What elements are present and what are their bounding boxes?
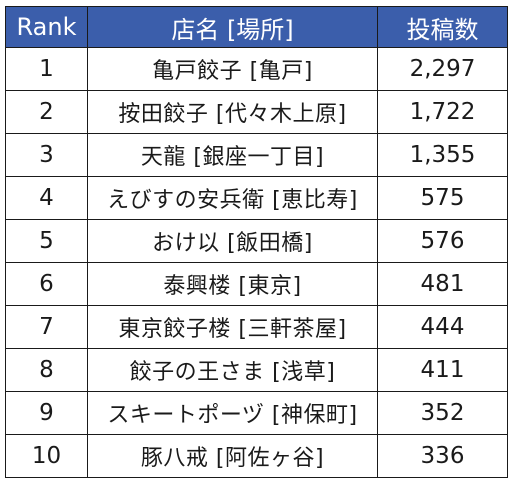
table-body: 1 亀戸餃子 [亀戸] 2,297 2 按田餃子 [代々木上原] 1,722 3…	[5, 47, 508, 478]
rank-cell: 4	[5, 176, 88, 220]
rank-cell: 7	[5, 305, 88, 349]
count-cell: 352	[377, 391, 508, 435]
table-row: 9 スキートポーヅ [神保町] 352	[5, 391, 508, 435]
rank-cell: 9	[5, 391, 88, 435]
table-row: 1 亀戸餃子 [亀戸] 2,297	[5, 47, 508, 91]
shop-cell: おけ以 [飯田橋]	[87, 219, 378, 263]
rank-cell: 8	[5, 348, 88, 392]
count-cell: 411	[377, 348, 508, 392]
table-header: Rank 店名 [場所] 投稿数	[5, 6, 508, 48]
header-row: Rank 店名 [場所] 投稿数	[5, 6, 508, 48]
table-row: 4 えびすの安兵衛 [恵比寿] 575	[5, 176, 508, 220]
count-cell: 444	[377, 305, 508, 349]
table-row: 10 豚八戒 [阿佐ヶ谷] 336	[5, 434, 508, 478]
table-row: 8 餃子の王さま [浅草] 411	[5, 348, 508, 392]
shop-cell: 豚八戒 [阿佐ヶ谷]	[87, 434, 378, 478]
count-cell: 2,297	[377, 47, 508, 91]
count-cell: 1,355	[377, 133, 508, 177]
table-row: 3 天龍 [銀座一丁目] 1,355	[5, 133, 508, 177]
shop-cell: 東京餃子楼 [三軒茶屋]	[87, 305, 378, 349]
rank-cell: 6	[5, 262, 88, 306]
rank-cell: 3	[5, 133, 88, 177]
rank-cell: 10	[5, 434, 88, 478]
count-cell: 1,722	[377, 90, 508, 134]
shop-cell: 天龍 [銀座一丁目]	[87, 133, 378, 177]
shop-cell: 餃子の王さま [浅草]	[87, 348, 378, 392]
ranking-table: Rank 店名 [場所] 投稿数 1 亀戸餃子 [亀戸] 2,297 2 按田餃…	[5, 6, 508, 478]
shop-cell: スキートポーヅ [神保町]	[87, 391, 378, 435]
shop-cell: 按田餃子 [代々木上原]	[87, 90, 378, 134]
header-count: 投稿数	[377, 6, 508, 48]
header-shop: 店名 [場所]	[87, 6, 378, 48]
table-row: 6 泰興楼 [東京] 481	[5, 262, 508, 306]
table-row: 5 おけ以 [飯田橋] 576	[5, 219, 508, 263]
shop-cell: 亀戸餃子 [亀戸]	[87, 47, 378, 91]
count-cell: 575	[377, 176, 508, 220]
shop-cell: 泰興楼 [東京]	[87, 262, 378, 306]
count-cell: 481	[377, 262, 508, 306]
count-cell: 576	[377, 219, 508, 263]
table-row: 7 東京餃子楼 [三軒茶屋] 444	[5, 305, 508, 349]
header-rank: Rank	[5, 6, 88, 48]
count-cell: 336	[377, 434, 508, 478]
rank-cell: 2	[5, 90, 88, 134]
table-row: 2 按田餃子 [代々木上原] 1,722	[5, 90, 508, 134]
rank-cell: 1	[5, 47, 88, 91]
rank-cell: 5	[5, 219, 88, 263]
shop-cell: えびすの安兵衛 [恵比寿]	[87, 176, 378, 220]
